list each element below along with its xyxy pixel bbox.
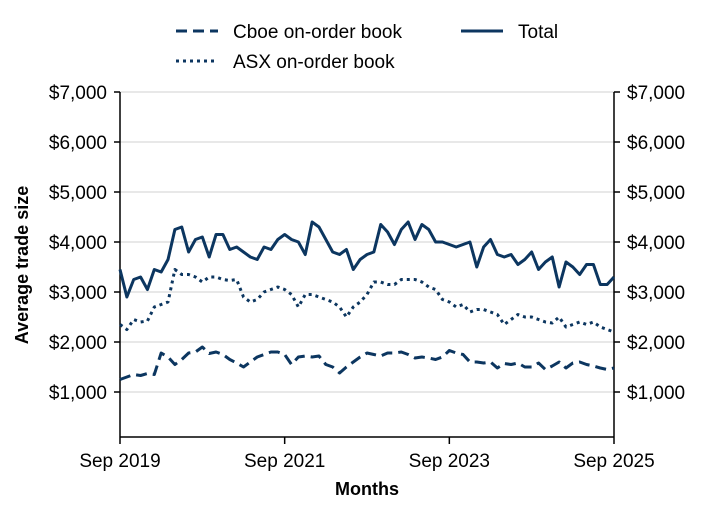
y-tick-label-right: $5,000 xyxy=(627,183,685,204)
y-ticks-right: $1,000 $2,000 $3,000 $4,000 $5,000 $6,000 $7,0… xyxy=(614,83,685,404)
x-tick-label: Sep 2021 xyxy=(244,451,325,472)
y-tick-label-left: $6,000 xyxy=(49,133,107,154)
y-tick-label-left: $1,000 xyxy=(49,383,107,404)
y-tick-label-right: $7,000 xyxy=(627,83,685,104)
y-tick-label-right: $4,000 xyxy=(627,233,685,254)
legend-cboe-label: Cboe on-order book xyxy=(233,22,402,43)
y-tick-label-left: $7,000 xyxy=(49,83,107,104)
x-tick-label: Sep 2019 xyxy=(79,451,160,472)
x-tick-label: Sep 2025 xyxy=(573,451,654,472)
x-axis-title: Months xyxy=(335,479,399,499)
y-tick-label-left: $5,000 xyxy=(49,183,107,204)
x-tick-label: Sep 2023 xyxy=(409,451,490,472)
series-line-total xyxy=(118,220,616,299)
legend-total-label: Total xyxy=(518,22,558,43)
y-tick-label-right: $2,000 xyxy=(627,333,685,354)
y-tick-label-right: $6,000 xyxy=(627,133,685,154)
y-tick-label-left: $3,000 xyxy=(49,283,107,304)
legend-asx-label: ASX on-order book xyxy=(233,52,395,73)
legend: Cboe on-order book ASX on-order book Tot… xyxy=(176,22,558,73)
series-line-asx-on-order-book xyxy=(119,268,615,334)
series-line-cboe-on-order-book xyxy=(119,345,615,381)
series-lines xyxy=(118,220,616,381)
y-tick-label-left: $4,000 xyxy=(49,233,107,254)
y-tick-label-right: $1,000 xyxy=(627,383,685,404)
y-tick-label-left: $2,000 xyxy=(49,333,107,354)
y-axis-title: Average trade size xyxy=(12,186,32,344)
y-ticks-left: $1,000 $2,000 $3,000 $4,000 $5,000 $6,000 $7,0… xyxy=(49,83,120,404)
x-ticks: Sep 2019 Sep 2021 Sep 2023 Sep 2025 xyxy=(79,437,655,472)
y-tick-label-right: $3,000 xyxy=(627,283,685,304)
